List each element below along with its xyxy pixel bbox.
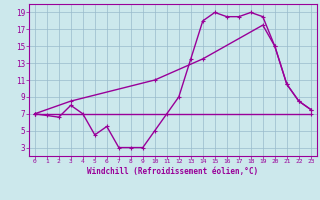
X-axis label: Windchill (Refroidissement éolien,°C): Windchill (Refroidissement éolien,°C)	[87, 167, 258, 176]
